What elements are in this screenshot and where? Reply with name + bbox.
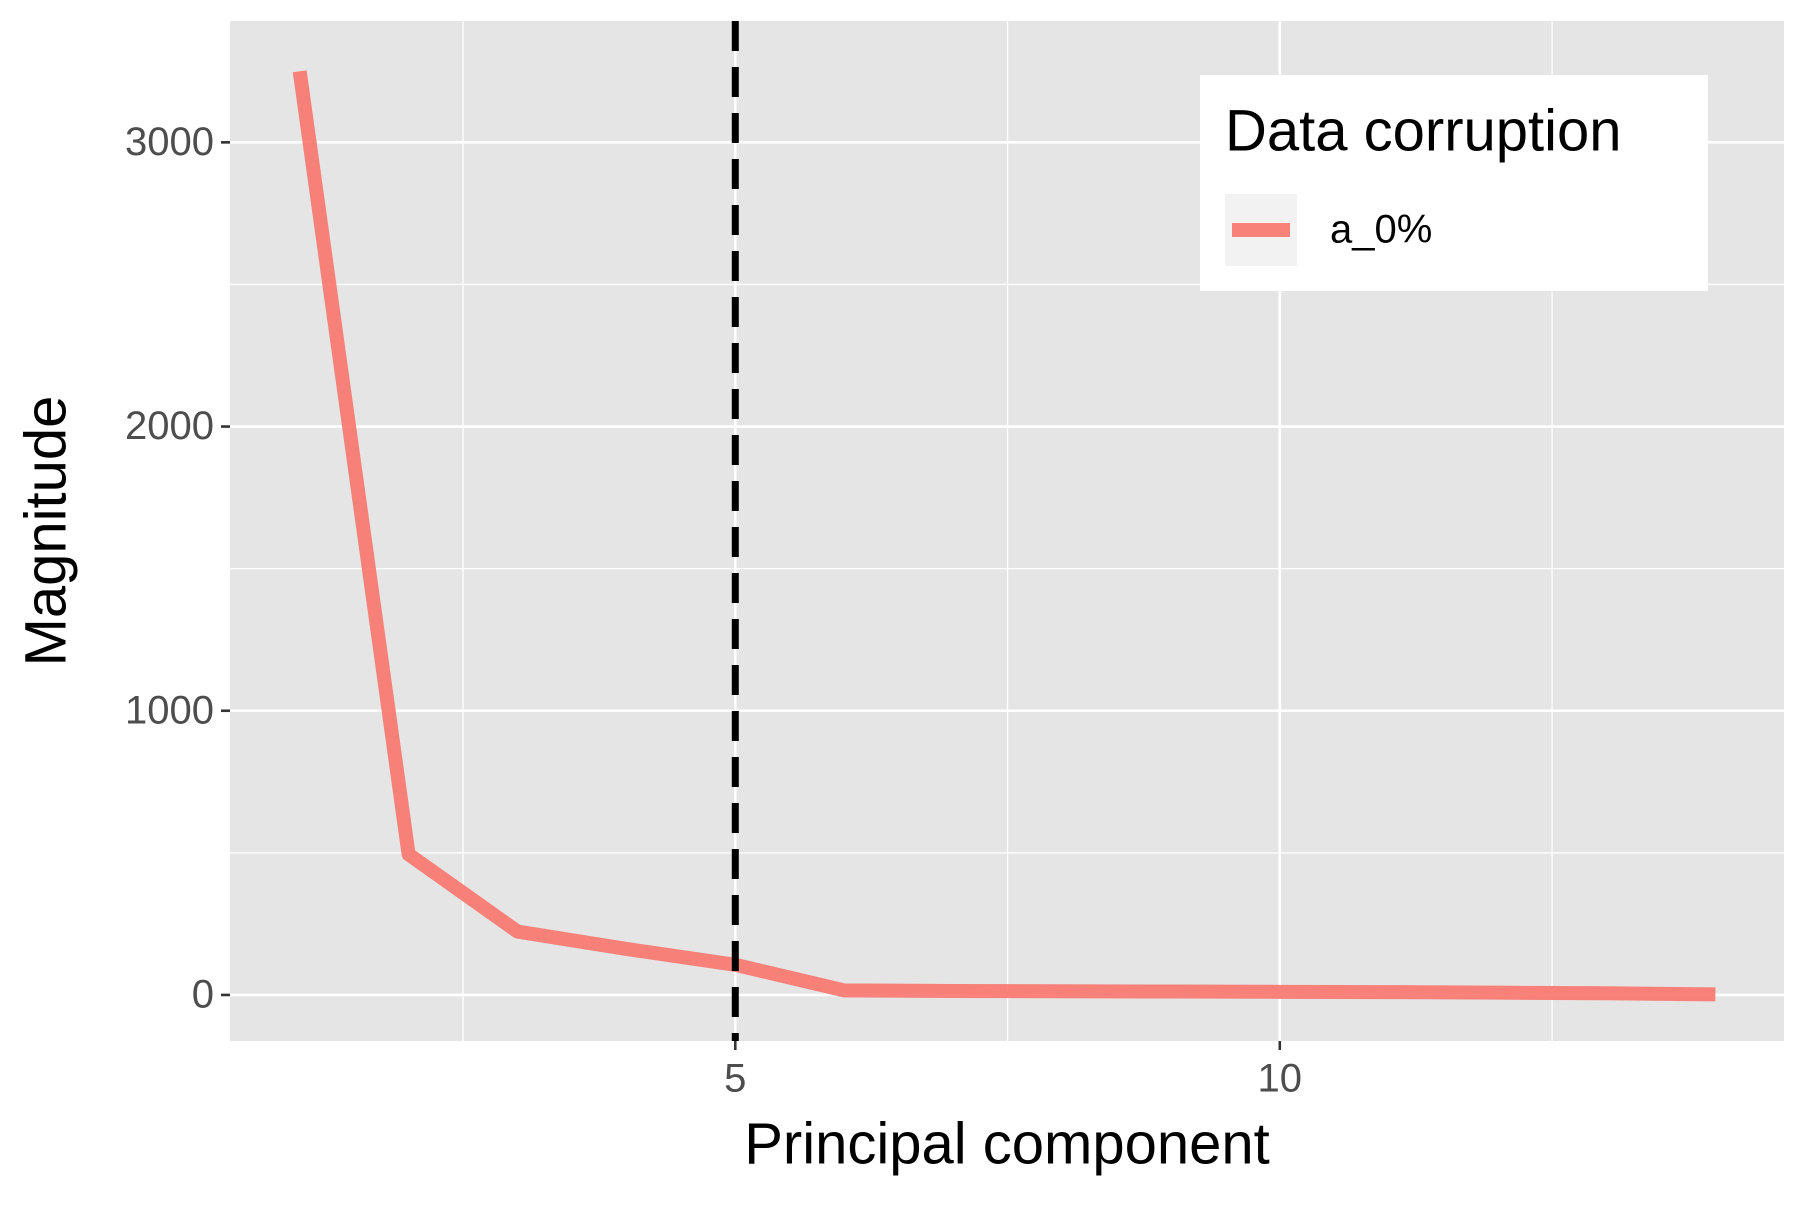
data-line [292,70,1716,1002]
y-tick-label: 1000 [125,688,214,732]
y-axis-title: Magnitude [13,396,78,667]
x-tick-label: 5 [724,1057,746,1101]
legend-title: Data corruption [1225,98,1622,163]
y-tick-label: 0 [192,973,214,1017]
x-axis-title: Principal component [744,1111,1270,1176]
x-tick-label: 10 [1258,1057,1303,1101]
marks [292,70,1716,1002]
y-tick-label: 2000 [125,404,214,448]
legend-label: a_0% [1330,208,1432,252]
y-tick-label: 3000 [125,120,214,164]
